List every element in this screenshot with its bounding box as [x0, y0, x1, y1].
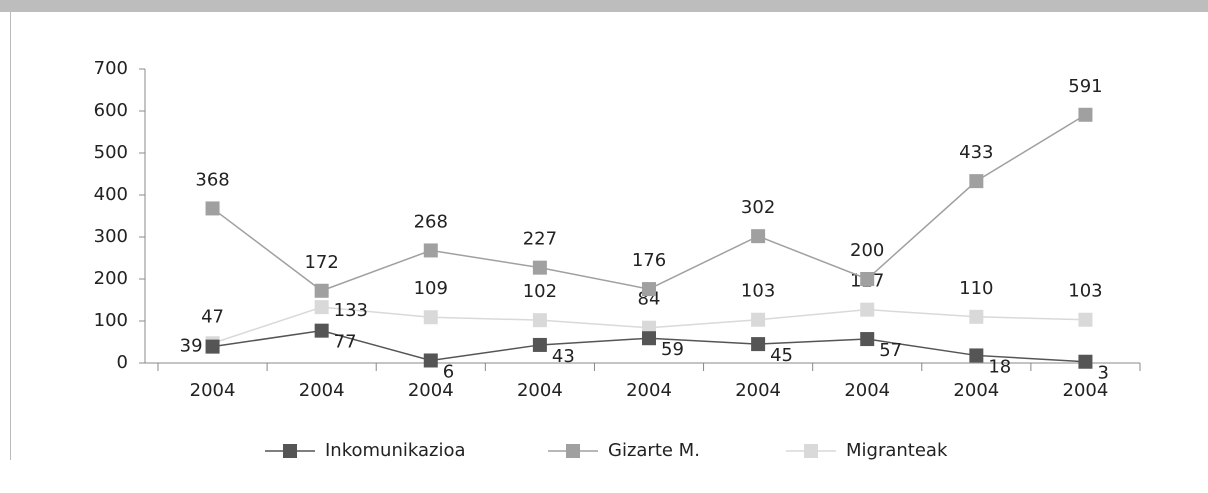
point-marker	[969, 348, 984, 363]
x-tick-label: 2004	[953, 380, 999, 401]
data-label: 102	[523, 281, 557, 302]
point-marker	[205, 201, 220, 216]
point-marker	[969, 309, 984, 324]
point-marker	[1078, 354, 1093, 369]
x-tick-label: 2004	[626, 380, 672, 401]
data-label: 110	[959, 278, 993, 299]
legend-marker	[804, 444, 818, 458]
data-label: 43	[552, 346, 575, 367]
data-label: 103	[1068, 281, 1102, 302]
point-marker	[423, 310, 438, 325]
point-marker	[423, 353, 438, 368]
data-label: 109	[414, 278, 448, 299]
data-label: 172	[304, 252, 338, 273]
legend-label: Inkomunikazioa	[325, 440, 466, 461]
point-marker	[751, 312, 766, 327]
y-tick-label: 500	[94, 142, 128, 163]
data-label: 57	[879, 340, 902, 361]
data-label: 133	[334, 300, 368, 321]
point-marker	[1078, 107, 1093, 122]
legend-label: Gizarte M.	[608, 440, 700, 461]
data-label: 200	[850, 240, 884, 261]
data-label: 302	[741, 197, 775, 218]
x-tick-label: 2004	[408, 380, 454, 401]
top-bar	[0, 0, 1208, 12]
legend-marker	[283, 444, 297, 458]
point-marker	[532, 337, 547, 352]
x-tick-label: 2004	[735, 380, 781, 401]
point-marker	[860, 272, 875, 286]
point-marker	[751, 337, 766, 352]
data-label: 227	[523, 229, 557, 250]
data-label: 39	[180, 336, 203, 357]
x-tick-label: 2004	[190, 380, 236, 401]
point-marker	[532, 313, 547, 328]
y-tick-label: 300	[94, 226, 128, 247]
y-tick-label: 100	[94, 310, 128, 331]
y-tick-label: 0	[117, 352, 128, 373]
point-marker	[314, 323, 329, 338]
data-label: 368	[195, 169, 229, 190]
point-marker	[969, 174, 984, 189]
data-label: 268	[414, 211, 448, 232]
point-marker	[314, 300, 329, 315]
legend-marker	[566, 444, 580, 458]
y-tick-label: 600	[94, 100, 128, 121]
data-label: 18	[988, 356, 1011, 377]
data-label: 47	[201, 306, 224, 327]
point-marker	[860, 332, 875, 347]
y-tick-label: 200	[94, 268, 128, 289]
data-label: 3	[1097, 363, 1108, 384]
x-tick-label: 2004	[299, 380, 345, 401]
point-marker	[642, 282, 656, 297]
data-label: 103	[741, 281, 775, 302]
data-label: 433	[959, 142, 993, 163]
data-label: 45	[770, 345, 793, 366]
legend-label: Migranteak	[846, 440, 948, 461]
point-marker	[205, 339, 220, 354]
point-marker	[314, 283, 329, 298]
data-label: 59	[661, 339, 684, 360]
point-marker	[423, 243, 438, 258]
x-tick-label: 2004	[844, 380, 890, 401]
point-marker	[1078, 312, 1093, 327]
point-marker	[642, 331, 656, 346]
y-tick-label: 400	[94, 184, 128, 205]
data-label: 591	[1068, 76, 1102, 97]
point-marker	[532, 260, 547, 275]
y-tick-label: 700	[94, 58, 128, 79]
point-marker	[751, 229, 766, 244]
data-label: 77	[334, 332, 357, 353]
data-label: 6	[443, 361, 454, 382]
x-tick-label: 2004	[1063, 380, 1109, 401]
point-marker	[860, 302, 875, 317]
x-tick-label: 2004	[517, 380, 563, 401]
data-label: 176	[632, 250, 666, 271]
